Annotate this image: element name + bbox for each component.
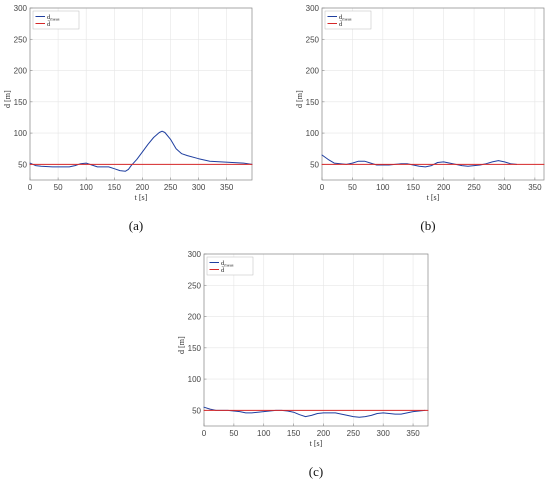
legend-label-d_ref: d̄ xyxy=(47,20,51,27)
legend-subscript: meas xyxy=(224,262,233,267)
plot-area xyxy=(30,8,252,180)
x-tick-label: 50 xyxy=(348,183,357,192)
y-axis-label: d [m] xyxy=(295,90,304,108)
legend-label-d_meas: dmeas xyxy=(47,14,60,22)
chart-panel-2: 0 50 100 150 200 250 300 350 50 100 150 200 250 300 t … xyxy=(295,4,545,233)
x-tick-label: 100 xyxy=(257,429,271,438)
plot-area xyxy=(322,8,544,180)
y-tick-label: 300 xyxy=(188,250,202,259)
y-tick-label: 250 xyxy=(14,35,28,44)
y-tick-label: 100 xyxy=(188,375,202,384)
chart-panel-3: 0 50 100 150 200 250 300 350 50 100 150 200 250 300 t … xyxy=(177,250,429,479)
x-axis-label: t [s] xyxy=(427,193,440,202)
axes-frame xyxy=(203,253,429,427)
x-tick-label: 300 xyxy=(192,183,206,192)
y-tick-label: 200 xyxy=(306,67,320,76)
y-axis-label: d [m] xyxy=(177,336,186,354)
y-tick-label: 50 xyxy=(18,160,27,169)
x-tick-label: 200 xyxy=(437,183,451,192)
y-tick-label: 150 xyxy=(188,344,202,353)
x-tick-label: 250 xyxy=(347,429,361,438)
axes-frame xyxy=(29,7,253,181)
x-axis-label: t [s] xyxy=(135,193,148,202)
x-tick-label: 100 xyxy=(80,183,94,192)
legend-label-d_meas: dmeas xyxy=(339,14,352,22)
x-tick-label: 150 xyxy=(407,183,421,192)
panel-caption: (c) xyxy=(309,464,323,479)
x-tick-label: 300 xyxy=(498,183,512,192)
x-tick-label: 150 xyxy=(287,429,301,438)
x-tick-label: 100 xyxy=(376,183,390,192)
y-tick-label: 300 xyxy=(306,4,320,13)
legend-box xyxy=(324,10,372,30)
y-tick-label: 250 xyxy=(306,35,320,44)
legend-label-d_ref: d̄ xyxy=(221,266,225,273)
y-axis-label: d [m] xyxy=(3,90,12,108)
x-tick-label: 200 xyxy=(136,183,150,192)
y-tick-label: 150 xyxy=(14,98,28,107)
x-tick-label: 250 xyxy=(164,183,178,192)
x-tick-label: 300 xyxy=(377,429,391,438)
y-tick-label: 100 xyxy=(306,129,320,138)
legend-label-d_meas: dmeas xyxy=(221,260,234,268)
x-tick-label: 350 xyxy=(528,183,542,192)
panel-caption: (a) xyxy=(129,218,143,233)
y-tick-label: 250 xyxy=(188,281,202,290)
x-tick-label: 50 xyxy=(229,429,238,438)
x-tick-label: 250 xyxy=(467,183,481,192)
plot-area xyxy=(204,254,428,426)
x-axis-label: t [s] xyxy=(310,439,323,448)
x-tick-label: 150 xyxy=(108,183,122,192)
panel-caption: (b) xyxy=(420,218,435,233)
y-tick-label: 150 xyxy=(306,98,320,107)
y-tick-label: 200 xyxy=(188,313,202,322)
legend-subscript: meas xyxy=(50,16,59,21)
y-tick-label: 50 xyxy=(192,406,201,415)
x-tick-label: 0 xyxy=(28,183,33,192)
x-tick-label: 350 xyxy=(406,429,420,438)
axes-frame xyxy=(321,7,545,181)
y-tick-label: 100 xyxy=(14,129,28,138)
legend-label-d_ref: d̄ xyxy=(339,20,343,27)
legend-box xyxy=(32,10,80,30)
series-line-d_meas xyxy=(29,130,253,172)
series-line-d_meas xyxy=(203,406,426,418)
x-tick-label: 350 xyxy=(220,183,234,192)
y-tick-label: 300 xyxy=(14,4,28,13)
x-tick-label: 0 xyxy=(202,429,207,438)
y-tick-label: 50 xyxy=(310,160,319,169)
x-tick-label: 200 xyxy=(317,429,331,438)
y-tick-label: 200 xyxy=(14,67,28,76)
legend-subscript: meas xyxy=(342,16,351,21)
chart-panel-1: 0 50 100 150 200 250 300 350 50 100 150 200 250 300 t … xyxy=(3,4,253,233)
x-tick-label: 0 xyxy=(320,183,325,192)
legend-box xyxy=(206,256,254,276)
x-tick-label: 50 xyxy=(54,183,63,192)
